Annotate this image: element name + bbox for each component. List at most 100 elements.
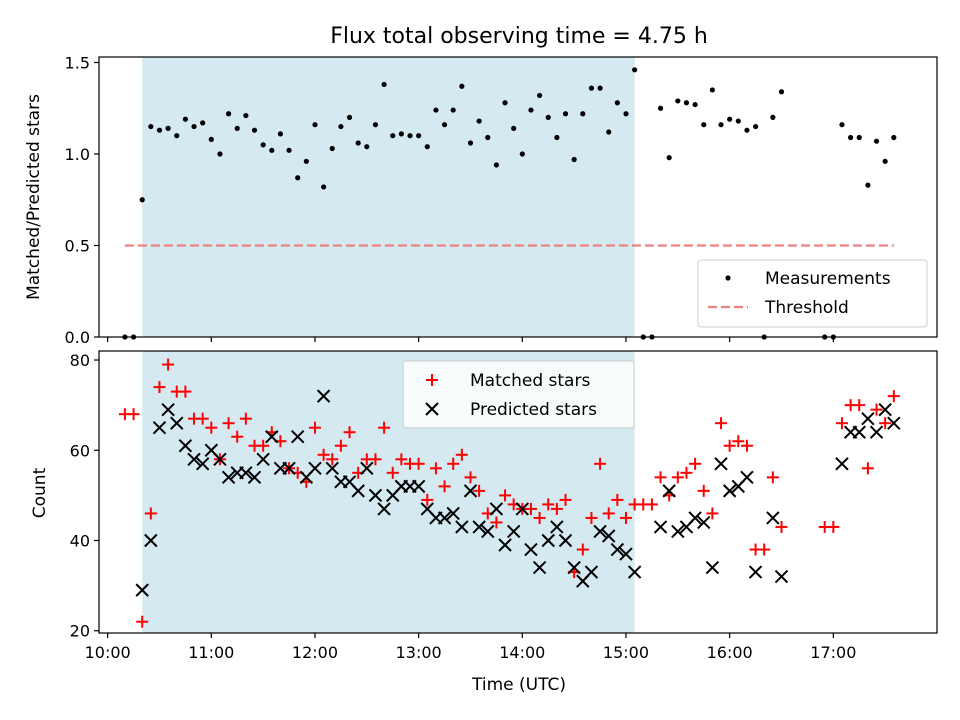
- matched-star-point: [257, 439, 270, 452]
- matched-star-point: [464, 471, 477, 484]
- predicted-star-point: [852, 425, 866, 439]
- measurement-point: [208, 136, 214, 142]
- matched-star-point: [326, 453, 339, 466]
- measurement-point: [856, 134, 862, 141]
- measurement-point: [606, 129, 612, 135]
- matched-star-point: [559, 493, 572, 506]
- matched-star-point: [447, 457, 460, 470]
- x-tick-label: 14:00: [499, 643, 545, 662]
- matched-star-point: [429, 462, 442, 475]
- measurement-point: [848, 134, 854, 141]
- measurement-point: [666, 155, 672, 161]
- measurement-point: [485, 134, 491, 141]
- measurement-point: [191, 123, 197, 130]
- predicted-star-point: [437, 511, 452, 525]
- bottom-legend: Matched stars Predicted stars: [402, 360, 635, 429]
- y-tick-label: 60: [70, 441, 90, 460]
- measurement-point: [701, 122, 707, 128]
- measurement-point: [839, 122, 845, 128]
- predicted-star-point: [869, 425, 884, 439]
- matched-star-point: [524, 502, 537, 515]
- predicted-star-point: [627, 565, 642, 579]
- matched-star-point: [533, 511, 546, 524]
- matched-star-point: [153, 381, 166, 394]
- matched-star-point: [239, 412, 252, 425]
- predicted-star-point: [411, 479, 426, 494]
- measurement-point: [269, 147, 275, 153]
- predicted-star-point: [247, 470, 262, 485]
- matched-star-point: [602, 507, 615, 520]
- predicted-star-point: [705, 560, 720, 575]
- predicted-star-point: [377, 502, 391, 516]
- measurement-point: [528, 107, 534, 113]
- top-panel: 0.0 0.5 1.0 1.5 Matched/Predicted stars Mea…: [24, 53, 938, 347]
- x-tick-label: 12:00: [292, 643, 338, 662]
- matched-star-point: [576, 543, 589, 556]
- matched-star-point: [179, 385, 192, 398]
- predicted-star-point: [610, 542, 625, 557]
- predicted-star-point: [506, 524, 521, 539]
- y-tick-label: 80: [70, 351, 90, 370]
- matched-star-point: [835, 417, 848, 430]
- predicted-star-point: [524, 542, 538, 557]
- matched-star-point: [438, 480, 451, 493]
- predicted-star-point: [213, 452, 227, 466]
- matched-star-point: [550, 502, 563, 515]
- predicted-star-point: [550, 520, 564, 534]
- predicted-star-point: [602, 529, 616, 543]
- predicted-star-point: [316, 389, 331, 403]
- y-tick-label: 40: [70, 532, 90, 551]
- measurement-point: [303, 158, 309, 164]
- measurement-point: [200, 120, 206, 126]
- matched-star-point: [870, 403, 883, 416]
- top-y-axis-label: Matched/Predicted stars: [24, 94, 44, 300]
- measurement-point: [416, 133, 422, 139]
- x-tick-label: 11:00: [188, 643, 234, 662]
- y-tick-label: 1.5: [65, 53, 90, 72]
- matched-star-point: [196, 412, 209, 425]
- measurement-point: [338, 123, 344, 130]
- predicted-star-point: [671, 524, 685, 539]
- predicted-star-point: [515, 502, 530, 516]
- matched-star-point: [542, 498, 555, 511]
- measurement-point: [381, 81, 387, 88]
- matched-star-point: [162, 358, 175, 371]
- bottom-axis-layer: 10:00 11:00 12:00 13:00 14:00 15:00 16:00 17:00…: [70, 351, 857, 662]
- top-legend: Measurements Threshold: [697, 259, 928, 328]
- matched-star-point: [473, 484, 486, 497]
- predicted-star-point: [541, 533, 555, 548]
- matched-star-point: [421, 493, 434, 506]
- x-axis-label: Time (UTC): [471, 675, 566, 695]
- matched-star-point: [127, 408, 140, 421]
- matched-star-point: [136, 615, 149, 628]
- measurement-point: [364, 144, 370, 150]
- predicted-star-point: [481, 524, 495, 539]
- top-axis-layer: 0.0 0.5 1.0 1.5: [65, 53, 834, 347]
- predicted-star-point: [593, 524, 607, 539]
- matched-star-point: [222, 417, 235, 430]
- measurement-point: [251, 127, 258, 133]
- predicted-star-point: [861, 411, 875, 426]
- measurement-point: [778, 89, 785, 95]
- matched-star-point: [654, 471, 667, 484]
- predicted-star-point: [135, 583, 149, 597]
- matched-star-point: [619, 511, 632, 524]
- predicted-star-point: [265, 430, 279, 444]
- matched-star-point: [827, 520, 840, 533]
- measurement-point: [329, 145, 335, 152]
- predicted-star-point: [290, 430, 305, 444]
- matched-star-point: [308, 421, 321, 434]
- measurement-point: [372, 122, 379, 128]
- matched-star-point: [887, 390, 900, 403]
- matched-star-point: [369, 453, 382, 466]
- matched-star-point: [205, 421, 218, 434]
- matched-star-point: [645, 498, 658, 511]
- measurement-point: [623, 111, 629, 117]
- predicted-star-point: [774, 569, 789, 584]
- bottom-legend-box: [402, 360, 635, 429]
- predicted-star-point: [178, 439, 193, 453]
- matched-star-point: [689, 457, 702, 470]
- predicted-star-point: [489, 502, 504, 516]
- measurement-point: [398, 131, 404, 137]
